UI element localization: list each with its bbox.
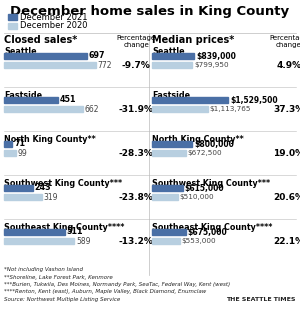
Text: $799,950: $799,950	[194, 62, 229, 68]
Text: $553,000: $553,000	[182, 238, 216, 244]
Text: December 2020: December 2020	[20, 21, 88, 31]
Text: $672,500: $672,500	[188, 150, 222, 156]
Bar	[4, 97, 58, 103]
Bar	[4, 53, 87, 59]
Text: -28.3%: -28.3%	[118, 150, 153, 159]
Text: **Shoreline, Lake Forest Park, Kenmore: **Shoreline, Lake Forest Park, Kenmore	[4, 275, 113, 280]
Text: Percentage
change: Percentage change	[116, 35, 156, 48]
Text: $1,529,500: $1,529,500	[230, 96, 278, 105]
Text: THE SEATTLE TIMES: THE SEATTLE TIMES	[226, 297, 296, 302]
Text: Southwest King County***: Southwest King County***	[4, 179, 122, 188]
Bar	[152, 238, 180, 244]
Bar	[152, 185, 183, 191]
Text: -23.8%: -23.8%	[118, 193, 153, 202]
Bar	[4, 106, 83, 112]
Bar	[4, 150, 16, 156]
Text: 772: 772	[98, 60, 112, 70]
Bar	[4, 194, 42, 200]
Text: 19.0%: 19.0%	[273, 150, 300, 159]
Bar	[152, 97, 229, 103]
Bar	[4, 62, 96, 68]
Text: $839,000: $839,000	[196, 51, 236, 60]
Bar	[152, 141, 192, 147]
Text: 20.6%: 20.6%	[274, 193, 300, 202]
Text: 511: 511	[67, 227, 83, 237]
Bar	[8, 23, 17, 29]
Text: ***Burien, Tukwila, Des Moines, Normandy Park, SeaTac, Federal Way, Kent (west): ***Burien, Tukwila, Des Moines, Normandy…	[4, 282, 230, 287]
Text: Seattle: Seattle	[4, 47, 37, 56]
Text: *Not including Vashon Island: *Not including Vashon Island	[4, 267, 83, 272]
Text: -31.9%: -31.9%	[118, 106, 154, 114]
Text: Southwest King County***: Southwest King County***	[152, 179, 270, 188]
Bar	[152, 53, 194, 59]
Text: Source: Northwest Multiple Listing Service: Source: Northwest Multiple Listing Servi…	[4, 297, 120, 302]
Text: Percentage
change: Percentage change	[269, 35, 300, 48]
Text: 697: 697	[89, 51, 105, 60]
Text: $615,000: $615,000	[185, 184, 224, 192]
Text: 243: 243	[35, 184, 52, 192]
Text: 99: 99	[18, 149, 28, 158]
Text: $800,000: $800,000	[194, 139, 234, 149]
Text: Seattle: Seattle	[152, 47, 184, 56]
Text: Closed sales*: Closed sales*	[4, 35, 77, 45]
Text: 319: 319	[44, 192, 58, 202]
Text: North King County**: North King County**	[4, 135, 96, 144]
Bar	[152, 62, 192, 68]
Text: Eastside: Eastside	[4, 91, 42, 100]
Text: -9.7%: -9.7%	[122, 61, 150, 71]
Text: -13.2%: -13.2%	[118, 238, 153, 246]
Bar	[8, 14, 17, 20]
Bar	[4, 238, 74, 244]
Text: $1,113,765: $1,113,765	[210, 106, 251, 112]
Text: 451: 451	[60, 96, 76, 105]
Text: Eastside: Eastside	[152, 91, 190, 100]
Text: North King County**: North King County**	[152, 135, 244, 144]
Text: 589: 589	[76, 237, 90, 245]
Text: 37.3%: 37.3%	[273, 106, 300, 114]
Bar	[4, 185, 33, 191]
Text: 4.9%: 4.9%	[276, 61, 300, 71]
Text: Southeast King County****: Southeast King County****	[152, 223, 272, 232]
Text: 662: 662	[85, 105, 99, 113]
Text: December home sales in King County: December home sales in King County	[11, 5, 290, 18]
Text: 22.1%: 22.1%	[273, 238, 300, 246]
Bar	[4, 229, 65, 235]
Text: December 2021: December 2021	[20, 12, 88, 21]
Bar	[152, 229, 186, 235]
Text: Southeast King County****: Southeast King County****	[4, 223, 124, 232]
Bar	[152, 194, 178, 200]
Text: Median prices*: Median prices*	[152, 35, 234, 45]
Text: 71: 71	[14, 139, 26, 149]
Bar	[4, 141, 12, 147]
Text: $675,000: $675,000	[188, 227, 227, 237]
Bar	[152, 150, 186, 156]
Text: ****Renton, Kent (east), Auburn, Maple Valley, Black Diamond, Enumclaw: ****Renton, Kent (east), Auburn, Maple V…	[4, 290, 206, 294]
Bar	[152, 106, 208, 112]
Text: $510,000: $510,000	[179, 194, 214, 200]
